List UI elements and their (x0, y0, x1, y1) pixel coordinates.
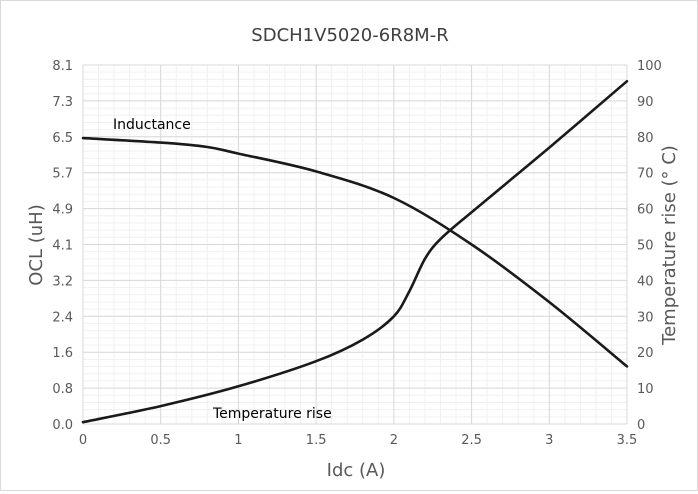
x-tick-label: 3 (545, 433, 553, 448)
y-right-tick-label: 40 (637, 274, 654, 289)
y-left-axis-title: OCL (uH) (26, 204, 47, 285)
y-left-tick-label: 4.1 (52, 239, 73, 254)
x-tick-label: 0.5 (150, 433, 171, 448)
y-right-tick-label: 50 (637, 239, 654, 254)
y-right-tick-label: 0 (637, 418, 645, 433)
annotation-inductance: Inductance (113, 117, 191, 133)
x-tick-label: 2 (390, 433, 398, 448)
y-left-tick-label: 2.4 (52, 310, 73, 325)
text-layer: SDCH1V5020-6R8M-R Idc (A) OCL (uH) Tempe… (26, 25, 680, 481)
axis-layer: 0 0.5 1 1.5 2 2.5 3 3.5 0.0 0.8 1.6 2.4 3.2 4.1 4.9 5.7… (52, 59, 662, 448)
chart-title: SDCH1V5020-6R8M-R (251, 25, 448, 46)
y-right-tick-label: 100 (637, 59, 662, 74)
y-left-tick-label: 6.5 (52, 131, 73, 146)
y-left-tick-label: 5.7 (52, 167, 73, 182)
curve-layer (81, 79, 629, 424)
y-left-tick-label: 0.0 (52, 418, 73, 433)
y-left-tick-label: 7.3 (52, 95, 73, 110)
y-right-tick-label: 70 (637, 167, 654, 182)
y-left-tick-label: 3.2 (52, 274, 73, 289)
grid-layer (82, 64, 628, 425)
y-left-tick-label: 1.6 (52, 346, 73, 361)
y-left-tick-label: 8.1 (52, 59, 73, 74)
annotation-temperature-rise: Temperature rise (212, 406, 332, 422)
y-right-tick-label: 20 (637, 346, 654, 361)
series-line-temperature-rise (81, 79, 629, 424)
y-right-tick-label: 10 (637, 382, 654, 397)
y-right-axis-title: Temperature rise (° C) (659, 145, 680, 346)
y-right-tick-label: 80 (637, 131, 654, 146)
x-tick-label: 1.5 (306, 433, 327, 448)
x-axis-title: Idc (A) (327, 460, 386, 481)
y-left-tick-label: 4.9 (52, 203, 73, 218)
x-tick-label: 3.5 (617, 433, 638, 448)
y-right-tick-label: 60 (637, 203, 654, 218)
y-right-tick-label: 30 (637, 310, 654, 325)
y-left-tick-label: 0.8 (52, 382, 73, 397)
x-tick-label: 0 (79, 433, 87, 448)
series-line-inductance (81, 136, 629, 368)
y-right-tick-label: 90 (637, 95, 654, 110)
x-tick-label: 1 (234, 433, 242, 448)
x-tick-label: 2.5 (461, 433, 482, 448)
